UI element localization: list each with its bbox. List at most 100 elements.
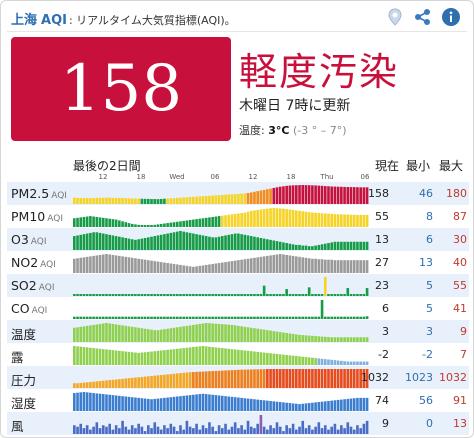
sparkline-bar xyxy=(352,398,356,411)
sparkline-bar xyxy=(288,355,292,365)
sparkline-bar xyxy=(114,294,118,296)
sparkline-bar xyxy=(323,277,327,296)
sparkline-bar xyxy=(246,294,250,296)
map-pin-icon[interactable] xyxy=(385,7,405,27)
sparkline-bar xyxy=(118,255,121,273)
sparkline-bar xyxy=(130,326,134,342)
sparkline-bar xyxy=(240,316,243,319)
sparkline-bar xyxy=(365,214,369,227)
sparkline-bar xyxy=(134,428,137,434)
sparkline-bar xyxy=(147,237,150,250)
sparkline-bar xyxy=(336,316,340,319)
sparkline-bar xyxy=(266,294,269,296)
sparkline-bar xyxy=(278,254,282,273)
sparkline-bar xyxy=(224,262,227,273)
sparkline-bar xyxy=(130,257,134,273)
sparkline-bar xyxy=(278,294,282,296)
sparkline-bar xyxy=(304,369,308,388)
sparkline-bar xyxy=(314,258,317,273)
sparkline-bar xyxy=(143,431,147,434)
city-link[interactable]: 上海 xyxy=(11,13,38,28)
sparkline-bar xyxy=(98,381,102,388)
history-sparkline[interactable] xyxy=(73,275,369,296)
history-sparkline[interactable] xyxy=(73,183,369,204)
sparkline-bar xyxy=(169,397,173,411)
sparkline-bar xyxy=(101,233,105,250)
sparkline-bar xyxy=(85,316,89,319)
current-value: 1032 xyxy=(361,371,389,384)
share-icon[interactable] xyxy=(413,7,433,27)
sparkline-bar xyxy=(227,234,231,250)
sparkline-bar xyxy=(179,197,182,204)
pollutant-unit: AQI xyxy=(47,214,63,224)
info-icon[interactable] xyxy=(441,7,461,27)
history-title: 最後の2日間 xyxy=(73,159,141,173)
sparkline-bar xyxy=(237,213,240,227)
sparkline-bar xyxy=(307,212,311,227)
sparkline-bar xyxy=(259,190,263,204)
sparkline-bar xyxy=(340,294,343,296)
sparkline-bar xyxy=(311,212,314,227)
sparkline-bar xyxy=(114,350,118,365)
history-sparkline[interactable] xyxy=(73,229,369,250)
sparkline-bar xyxy=(118,220,121,227)
sparkline-bar xyxy=(201,218,205,227)
sparkline-bar xyxy=(185,232,189,250)
sparkline-bar xyxy=(307,258,311,273)
history-sparkline[interactable] xyxy=(73,298,369,319)
history-sparkline[interactable] xyxy=(73,321,369,342)
sparkline-bar xyxy=(333,400,337,411)
sparkline-bar xyxy=(204,428,208,434)
sparkline-bar xyxy=(307,246,311,250)
sparkline-bar xyxy=(159,294,163,296)
pollutant-name-text: O3 xyxy=(11,232,29,247)
history-sparkline[interactable] xyxy=(73,252,369,273)
sparkline-bar xyxy=(359,369,362,388)
sparkline-bar xyxy=(272,208,276,227)
sparkline-bar xyxy=(230,214,234,227)
sparkline-bar xyxy=(336,399,340,411)
sparkline-bar xyxy=(211,294,214,296)
sparkline-bar xyxy=(127,351,131,365)
history-sparkline[interactable] xyxy=(73,413,369,434)
history-sparkline[interactable] xyxy=(73,367,369,388)
sparkline-bar xyxy=(346,187,350,204)
sparkline-bar xyxy=(179,326,182,342)
sparkline-bar xyxy=(336,241,340,250)
sparkline-bar xyxy=(101,380,105,388)
sparkline-bar xyxy=(346,361,350,365)
sparkline-bar xyxy=(195,266,198,273)
sparkline-bar xyxy=(140,198,144,204)
sparkline-bar xyxy=(230,396,234,411)
history-sparkline[interactable] xyxy=(73,344,369,365)
sparkline-bar xyxy=(192,294,195,296)
sparkline-bar xyxy=(346,398,350,411)
sparkline-bar xyxy=(82,294,86,296)
sparkline-bar xyxy=(166,374,169,388)
sparkline-bar xyxy=(163,198,166,204)
sparkline-bar xyxy=(243,259,247,273)
sparkline-bar xyxy=(192,324,195,342)
sparkline-bar xyxy=(147,329,150,342)
sparkline-bar xyxy=(240,369,243,388)
sparkline-bar xyxy=(156,224,160,227)
sparkline-bar xyxy=(208,294,211,296)
sparkline-bar xyxy=(307,425,311,434)
sparkline-bar xyxy=(343,369,346,388)
history-sparkline[interactable] xyxy=(73,206,369,227)
min-value: -2 xyxy=(422,348,433,361)
sparkline-bar xyxy=(317,422,321,434)
sparkline-bar xyxy=(246,398,250,411)
sparkline-bar xyxy=(76,258,79,273)
sparkline-bar xyxy=(137,316,140,319)
sparkline-bar xyxy=(262,400,266,411)
sparkline-bar xyxy=(288,255,292,273)
sparkline-bar xyxy=(201,346,205,365)
history-sparkline[interactable] xyxy=(73,390,369,411)
sparkline-bar xyxy=(346,214,350,227)
sparkline-bar xyxy=(266,369,269,388)
sparkline-bar xyxy=(214,323,218,342)
sparkline-bar xyxy=(275,369,279,388)
sparkline-bar xyxy=(352,241,356,250)
sparkline-bar xyxy=(172,373,176,388)
